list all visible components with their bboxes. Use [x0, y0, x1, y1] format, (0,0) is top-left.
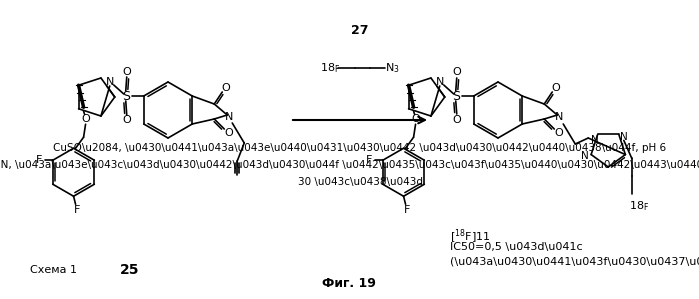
- Text: O: O: [122, 115, 131, 125]
- Text: F: F: [366, 155, 372, 165]
- Text: MeCN, \u043a\u043e\u043c\u043d\u0430\u0442\u043d\u0430\u044f \u0442\u0435\u043c\: MeCN, \u043a\u043e\u043c\u043d\u0430\u04…: [0, 160, 699, 170]
- Text: F: F: [403, 205, 410, 215]
- Text: O: O: [411, 114, 420, 124]
- Text: N: N: [591, 135, 598, 145]
- Text: 30 \u043c\u0438\u043d: 30 \u043c\u0438\u043d: [298, 177, 422, 187]
- Text: F: F: [73, 205, 80, 215]
- Text: $18_\mathregular{F}$: $18_\mathregular{F}$: [629, 199, 649, 213]
- Text: N: N: [225, 112, 233, 122]
- Text: O: O: [225, 128, 233, 138]
- Text: O: O: [452, 115, 461, 125]
- Text: N: N: [435, 77, 444, 87]
- Text: N: N: [620, 132, 628, 142]
- Text: S: S: [452, 89, 460, 103]
- Text: N$_3$: N$_3$: [385, 61, 400, 75]
- Text: $18_\mathregular{F}$: $18_\mathregular{F}$: [320, 61, 340, 75]
- Text: N: N: [582, 151, 589, 161]
- Text: O: O: [81, 114, 90, 124]
- Text: O: O: [222, 83, 231, 93]
- Text: O: O: [552, 83, 561, 93]
- Text: O: O: [452, 67, 461, 77]
- Text: Схема 1: Схема 1: [30, 265, 77, 275]
- Text: CuSO\u2084, \u0430\u0441\u043a\u043e\u0440\u0431\u0430\u0442 \u043d\u0430\u0442\: CuSO\u2084, \u0430\u0441\u043a\u043e\u04…: [53, 143, 667, 153]
- Text: O: O: [122, 67, 131, 77]
- Text: (\u043a\u0430\u0441\u043f\u0430\u0437\u0430-3): (\u043a\u0430\u0441\u043f\u0430\u0437\u0…: [450, 256, 699, 266]
- Text: Фиг. 19: Фиг. 19: [322, 277, 376, 290]
- Text: O: O: [555, 128, 563, 138]
- Text: 25: 25: [120, 263, 140, 277]
- Text: [$^{18}$F]11: [$^{18}$F]11: [450, 228, 491, 246]
- Text: S: S: [122, 89, 130, 103]
- Text: IC50=0,5 \u043d\u041c: IC50=0,5 \u043d\u041c: [450, 242, 583, 252]
- Text: F: F: [36, 155, 42, 165]
- Text: 27: 27: [352, 24, 369, 36]
- Text: N: N: [555, 112, 563, 122]
- Text: N: N: [106, 77, 114, 87]
